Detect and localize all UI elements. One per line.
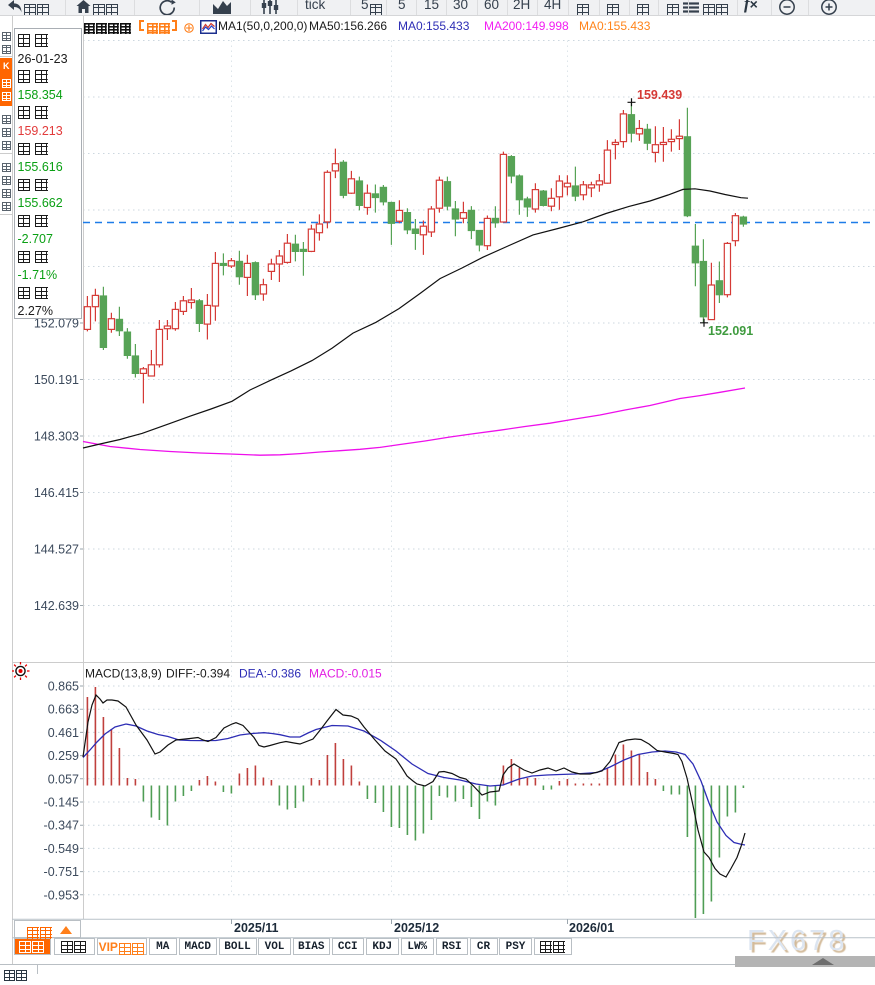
svg-text:152.091: 152.091 (708, 324, 753, 338)
svg-text:0.663: 0.663 (48, 703, 79, 717)
svg-text:0.057: 0.057 (48, 772, 79, 786)
svg-text:152.079: 152.079 (34, 317, 79, 331)
svg-text:-0.549: -0.549 (44, 842, 79, 856)
svg-text:-0.953: -0.953 (44, 888, 79, 902)
svg-text:DIFF:-0.394: DIFF:-0.394 (166, 667, 230, 681)
svg-text:2026/01: 2026/01 (569, 921, 614, 935)
svg-text:0.259: 0.259 (48, 749, 79, 763)
svg-text:-0.145: -0.145 (44, 796, 79, 810)
svg-text:0.865: 0.865 (48, 680, 79, 694)
svg-text:2025/12: 2025/12 (394, 921, 439, 935)
svg-text:144.527: 144.527 (34, 543, 79, 557)
svg-text:MACD(13,8,9): MACD(13,8,9) (85, 667, 162, 681)
svg-text:142.639: 142.639 (34, 599, 79, 613)
svg-text:148.303: 148.303 (34, 430, 79, 444)
svg-text:0.461: 0.461 (48, 726, 79, 740)
svg-text:150.191: 150.191 (34, 373, 79, 387)
svg-text:-0.347: -0.347 (44, 819, 79, 833)
svg-text:2025/11: 2025/11 (234, 921, 279, 935)
svg-text:-0.751: -0.751 (44, 865, 79, 879)
svg-text:DEA:-0.386: DEA:-0.386 (239, 667, 301, 681)
svg-text:146.415: 146.415 (34, 486, 79, 500)
svg-text:159.439: 159.439 (637, 88, 682, 102)
svg-text:MACD:-0.015: MACD:-0.015 (309, 667, 382, 681)
